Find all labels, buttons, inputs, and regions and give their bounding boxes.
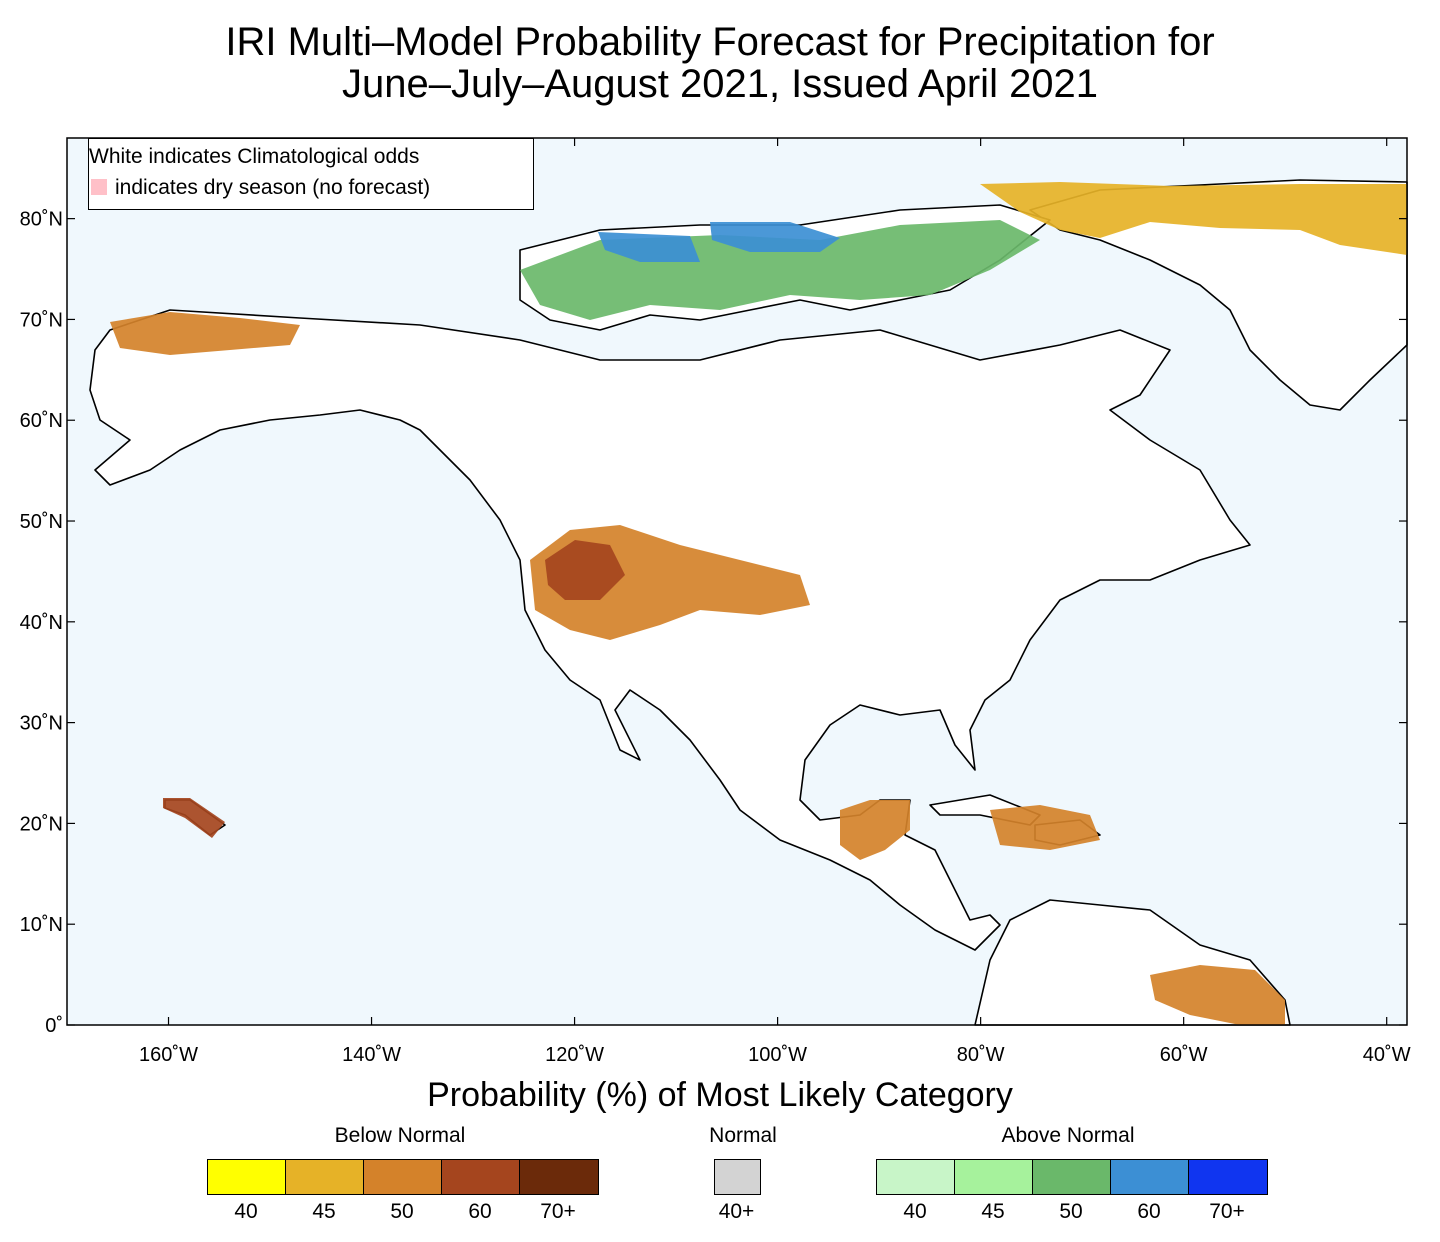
above-normal-colorbar [876,1159,1268,1195]
below-normal-swatch [442,1160,520,1194]
normal-label: Normal [709,1124,777,1147]
above-normal-swatch [1111,1160,1189,1194]
lon-label: 100˚W [748,1044,807,1066]
below-normal-swatch [520,1160,598,1194]
lat-label: 30˚N [20,713,63,735]
region-arctic-islands-wet [598,222,840,262]
above-normal-tick-label: 60 [1137,1200,1161,1223]
land-north-america [89,309,1251,951]
lon-label: 80˚W [957,1044,1005,1066]
region-yucatan-dry [840,800,910,860]
below-normal-tick-label: 70+ [540,1200,576,1223]
axis-ticks: 80˚N 70˚N 60˚N 50˚N 40˚N 30˚N 20˚N 10˚N 0˚ 160˚W 1… [20,138,1411,1066]
below-normal-swatch [208,1160,286,1194]
lon-label: 60˚W [1160,1044,1208,1066]
region-greenland-north-dry [980,182,1407,255]
lat-label: 50˚N [20,511,63,533]
lat-label: 70˚N [20,309,63,331]
map-panel [66,137,1408,1026]
lon-label: 140˚W [342,1044,401,1066]
region-hawaii-dry [163,798,225,838]
lat-label: 60˚N [20,410,63,432]
lat-label: 40˚N [20,612,63,634]
above-normal-tick-label: 45 [981,1200,1005,1223]
below-normal-tick-label: 45 [312,1200,336,1223]
region-alaska-north-dry [110,312,300,355]
legend-note-box: White indicates Climatological odds indi… [88,138,534,210]
region-caribbean-dry [990,805,1100,850]
lat-label: 80˚N [20,209,63,231]
above-normal-tick-label: 50 [1059,1200,1083,1223]
below-normal-label: Below Normal [334,1124,466,1147]
region-guiana-dry [1150,965,1285,1025]
below-normal-swatch [286,1160,364,1194]
lat-label: 10˚N [20,914,63,936]
title-line-2: June–July–August 2021, Issued April 2021 [341,62,1099,106]
land-greenland [1029,179,1408,411]
lat-label: 20˚N [20,813,63,835]
lon-label: 40˚W [1363,1044,1411,1066]
region-great-basin-core [545,540,625,600]
dry-season-swatch [91,179,107,195]
above-normal-tick-label: 40 [903,1200,927,1223]
below-normal-tick-label: 40 [234,1200,258,1223]
above-normal-label: Above Normal [1001,1124,1135,1147]
above-normal-swatch [877,1160,955,1194]
lat-label: 0˚ [45,1015,63,1037]
below-normal-swatch [364,1160,442,1194]
note-climatological: White indicates Climatological odds [89,145,420,168]
above-normal-swatch [955,1160,1033,1194]
below-normal-tick-label: 60 [468,1200,492,1223]
map-frame [66,137,1408,1026]
above-normal-swatch [1033,1160,1111,1194]
lon-label: 120˚W [545,1044,604,1066]
normal-colorbar [714,1159,761,1195]
note-dry-season: indicates dry season (no forecast) [115,176,431,199]
above-normal-swatch [1189,1160,1267,1194]
above-normal-tick-label: 70+ [1209,1200,1245,1223]
colorbar-title: Probability (%) of Most Likely Category [427,1076,1013,1114]
normal-tick-label: 40+ [718,1200,755,1223]
normal-swatch [715,1160,760,1194]
below-normal-tick-label: 50 [390,1200,414,1223]
below-normal-colorbar [207,1159,599,1195]
title-line-1: IRI Multi–Model Probability Forecast for… [225,20,1215,64]
lon-label: 160˚W [139,1044,198,1066]
